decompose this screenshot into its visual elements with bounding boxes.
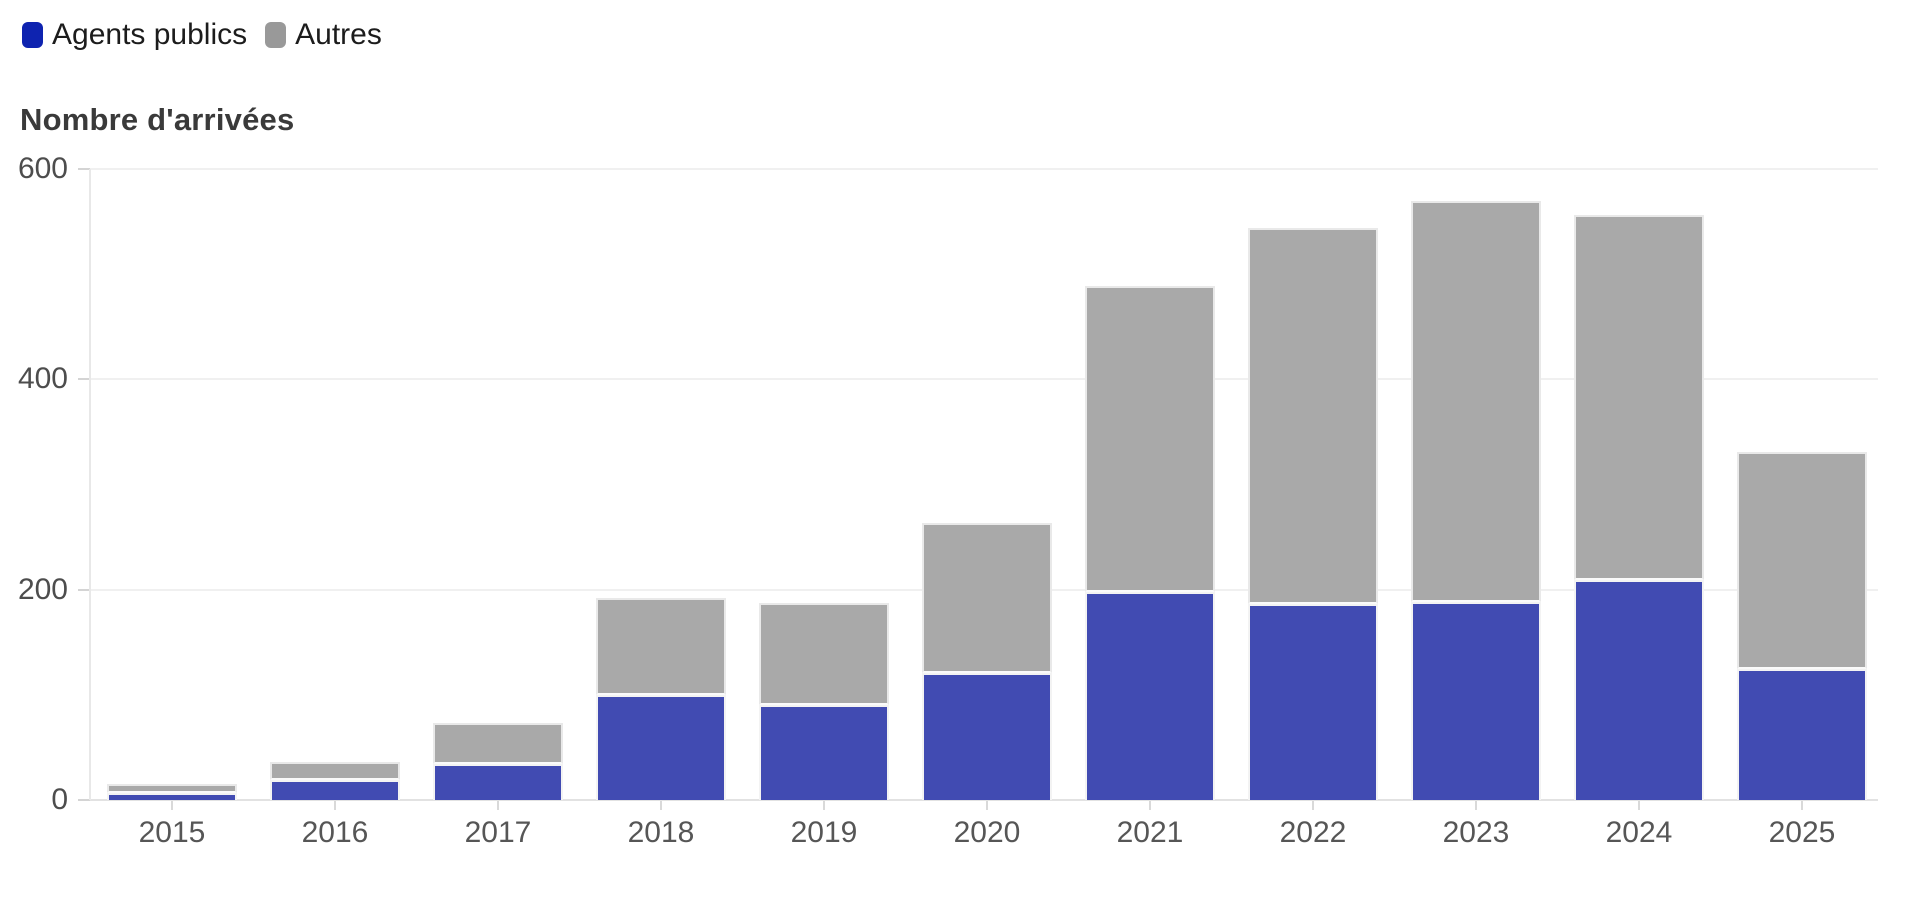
legend-item-agents-publics[interactable]: Agents publics [22,20,247,50]
y-axis-label-0: 0 [51,783,68,816]
bar-segment-agents-publics-2020[interactable] [922,672,1052,800]
x-axis-label-2020: 2020 [953,816,1021,849]
bar-segment-autres-2025[interactable] [1737,451,1867,669]
x-axis-label-2024: 2024 [1605,816,1673,849]
x-axis-label-2025: 2025 [1768,816,1836,849]
gridline-y-400 [90,378,1878,381]
x-axis-tick-2018 [660,801,662,810]
legend-swatch-agents-publics [22,22,43,48]
y-axis-label-200: 200 [17,572,68,606]
chart-title: Nombre d'arrivées [20,102,295,137]
legend-label-agents-publics: Agents publics [52,18,248,51]
x-axis-label-2015: 2015 [138,816,206,849]
bar-segment-agents-publics-2022[interactable] [1248,604,1378,800]
bar-segment-autres-2016[interactable] [270,762,400,780]
bar-segment-agents-publics-2018[interactable] [596,694,726,800]
x-axis-tick-2020 [986,801,988,810]
gridline-y-0 [90,799,1878,801]
gridline-y-600 [90,168,1878,170]
bar-segment-agents-publics-2024[interactable] [1574,580,1704,800]
bar-segment-agents-publics-2025[interactable] [1737,668,1867,800]
x-axis-tick-2021 [1149,801,1151,810]
x-axis-tick-2019 [823,801,825,810]
bar-segment-autres-2020[interactable] [922,523,1052,673]
bar-segment-agents-publics-2023[interactable] [1411,602,1541,800]
x-axis-label-2018: 2018 [627,816,695,849]
bar-segment-agents-publics-2015[interactable] [107,792,237,800]
y-axis-tick [78,588,90,591]
x-axis-label-2023: 2023 [1442,816,1510,849]
bar-segment-autres-2023[interactable] [1411,200,1541,603]
bar-segment-autres-2022[interactable] [1248,227,1378,605]
bar-segment-autres-2017[interactable] [433,723,563,765]
y-axis-label-400: 400 [17,362,68,396]
y-axis-tick [78,799,90,801]
x-axis-tick-2015 [171,801,173,810]
y-axis-tick [78,378,90,381]
bar-segment-agents-publics-2021[interactable] [1085,591,1215,800]
x-axis-label-2017: 2017 [464,816,532,849]
y-axis-tick [78,168,90,170]
bar-segment-agents-publics-2019[interactable] [759,705,889,800]
legend-swatch-autres [265,22,287,48]
legend: Agents publics Autres [22,20,382,50]
x-axis-tick-2016 [334,801,336,810]
bar-segment-agents-publics-2016[interactable] [270,780,400,800]
x-axis-label-2022: 2022 [1279,816,1347,849]
bar-segment-autres-2019[interactable] [759,603,889,706]
x-axis-label-2019: 2019 [790,816,858,849]
legend-label-autres: Autres [295,18,382,51]
bar-segment-autres-2024[interactable] [1574,215,1704,581]
x-axis-tick-2024 [1638,801,1640,810]
x-axis-tick-2023 [1475,801,1477,810]
x-axis-tick-2017 [497,801,499,810]
x-axis-tick-2022 [1312,801,1314,810]
y-axis-line [89,169,91,800]
bar-segment-autres-2015[interactable] [107,784,237,793]
y-axis-label-600: 600 [17,152,68,185]
bar-segment-autres-2018[interactable] [596,598,726,695]
x-axis-label-2016: 2016 [301,816,369,849]
bar-segment-agents-publics-2017[interactable] [433,764,563,800]
x-axis-tick-2025 [1801,801,1803,810]
legend-item-autres[interactable]: Autres [265,20,382,50]
bar-segment-autres-2021[interactable] [1085,285,1215,592]
x-axis-label-2021: 2021 [1116,816,1184,849]
